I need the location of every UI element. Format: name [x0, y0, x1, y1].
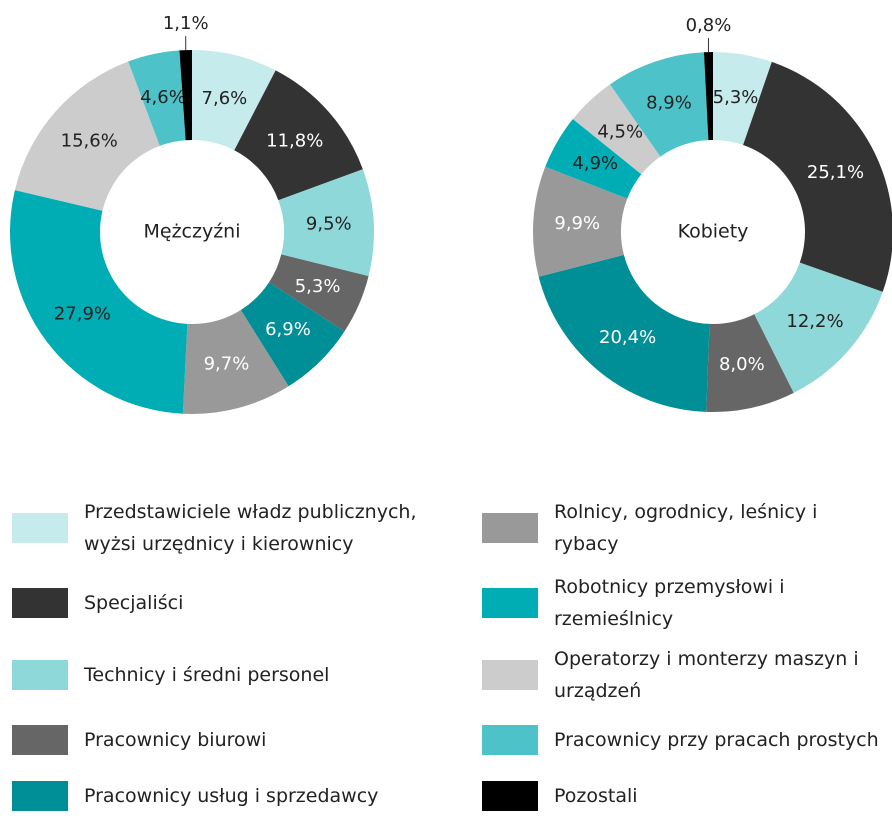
legend-label: Przedstawiciele władz publicznych, wyżsi…	[84, 501, 417, 555]
donut-slice	[703, 52, 713, 141]
legend-swatch	[482, 660, 538, 690]
donut-slice	[754, 262, 883, 393]
legend-swatch	[12, 781, 68, 811]
legend-label: Specjaliści	[84, 592, 184, 614]
data-label: 5,3%	[713, 87, 759, 108]
data-label: 4,9%	[572, 153, 618, 174]
data-label: 8,9%	[646, 92, 692, 113]
legend-swatch	[482, 725, 538, 755]
legend-label: Pracownicy biurowi	[84, 729, 267, 751]
data-label: 9,9%	[554, 213, 600, 234]
legend-item: Operatorzy i monterzy maszyn i urządzeń	[482, 643, 892, 707]
donut-slice	[182, 309, 289, 414]
data-label: 11,8%	[266, 130, 323, 151]
legend-label: Robotnicy przemysłowi i rzemieślnicy	[554, 576, 785, 630]
chart-title: Mężczyźni	[143, 221, 240, 243]
donut-slice	[538, 254, 710, 412]
legend-swatch	[12, 588, 68, 618]
legend-label: Rolnicy, ogrodnicy, leśnicy i rybacy	[554, 501, 818, 555]
legend-label: Technicy i średni personel	[84, 664, 330, 686]
legend-label: Pracownicy usług i sprzedawcy	[84, 785, 379, 807]
donut-slice	[192, 50, 276, 151]
donut-slice	[240, 282, 345, 387]
donut-slice	[533, 166, 628, 277]
donut-slice	[545, 119, 642, 199]
donut-slice	[234, 70, 363, 201]
legend-item: Pracownicy biurowi	[12, 708, 452, 772]
data-label: 8,0%	[719, 354, 765, 375]
data-label: 4,5%	[597, 122, 643, 143]
legend-item: Rolnicy, ogrodnicy, leśnicy i rybacy	[482, 496, 892, 560]
data-label: 1,1%	[163, 13, 209, 34]
legend-swatch	[482, 588, 538, 618]
legend-swatch	[12, 513, 68, 543]
donut-slice	[278, 169, 374, 277]
data-label: 9,5%	[306, 214, 352, 235]
data-label: 9,7%	[204, 354, 250, 375]
data-label: 27,9%	[54, 303, 111, 324]
legend-item: Technicy i średni personel	[12, 643, 452, 707]
donut-slice	[572, 84, 661, 175]
legend-swatch	[12, 660, 68, 690]
charts: 7,6% 11,8% 9,5% 5,3% 6,9% 9,7% 27,9% 15,6% 4,6% 1…	[9, 13, 892, 414]
data-label: 15,6%	[61, 130, 118, 151]
legend-item: Pozostali	[482, 764, 892, 828]
data-label: 20,4%	[599, 327, 656, 348]
legend-label: Pozostali	[554, 785, 638, 807]
legend-item: Przedstawiciele władz publicznych, wyżsi…	[12, 496, 452, 560]
data-label: 0,8%	[686, 15, 732, 36]
donut-slice	[743, 61, 892, 292]
legend-swatch	[12, 725, 68, 755]
legend-item: Pracownicy przy pracach prostych	[482, 708, 892, 772]
data-label: 7,6%	[202, 88, 248, 109]
donut-slice	[609, 52, 709, 157]
donut-slice	[179, 50, 192, 141]
data-label: 25,1%	[807, 162, 864, 183]
donut-slice	[706, 314, 794, 413]
donut-slice	[14, 61, 160, 211]
donut-slice	[269, 254, 369, 332]
donut-slice	[9, 190, 188, 414]
chart-title: Kobiety	[678, 221, 749, 243]
legend-item: Specjaliści	[12, 571, 452, 635]
donut-slice	[128, 50, 186, 146]
data-label: 12,2%	[786, 311, 843, 332]
legend-label: Operatorzy i monterzy maszyn i urządzeń	[554, 648, 859, 702]
legend-item: Pracownicy usług i sprzedawcy	[12, 764, 452, 828]
data-label: 5,3%	[295, 276, 341, 297]
legend-swatch	[482, 513, 538, 543]
legend-swatch	[482, 781, 538, 811]
legend-item: Robotnicy przemysłowi i rzemieślnicy	[482, 571, 892, 635]
page: {"chart_data": [ {"type": "pie", "title"…	[9, 13, 892, 811]
data-label: 6,9%	[265, 319, 311, 340]
donut-slice	[713, 52, 772, 146]
data-label: 4,6%	[140, 87, 186, 108]
legend-label: Pracownicy przy pracach prostych	[554, 729, 879, 751]
